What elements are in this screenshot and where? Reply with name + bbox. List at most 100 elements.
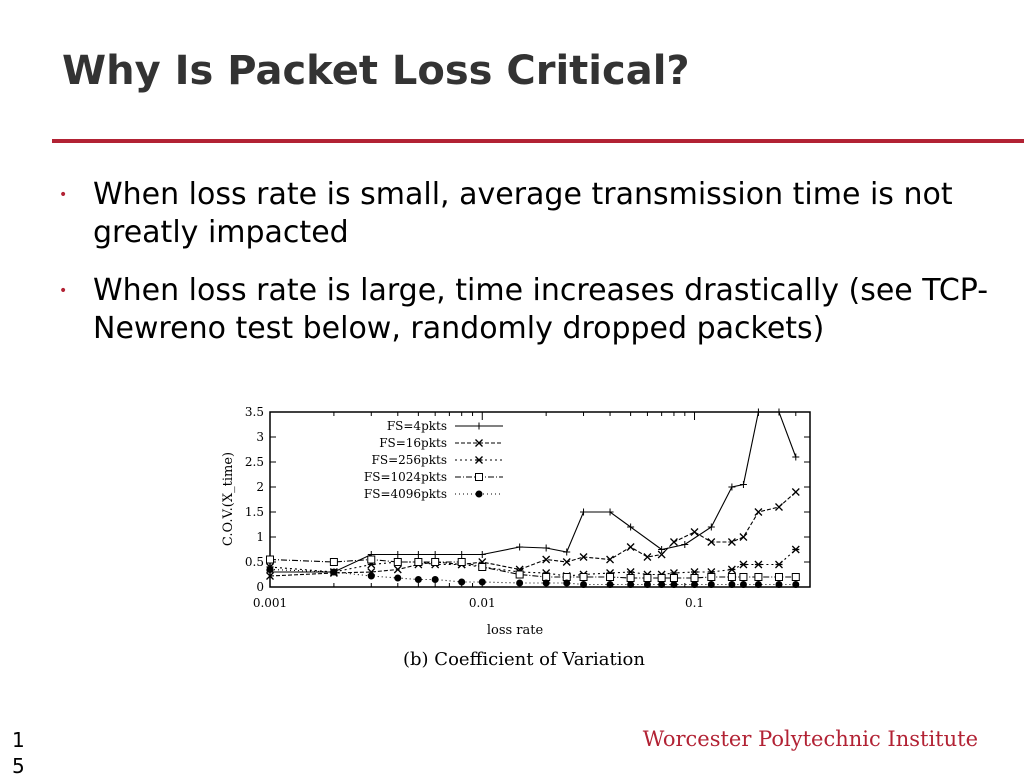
data-point [707, 523, 715, 531]
data-point [516, 543, 524, 551]
data-point [657, 574, 666, 582]
data-point [707, 581, 715, 588]
data-point [562, 558, 571, 566]
slide-title: Why Is Packet Loss Critical? [62, 48, 690, 94]
data-point [657, 550, 666, 559]
data-point [393, 565, 402, 574]
x-tick-label: 0.001 [253, 596, 287, 610]
data-point [670, 581, 678, 588]
data-point [579, 573, 588, 581]
y-tick-label: 1.5 [245, 505, 264, 519]
data-point [580, 508, 588, 516]
data-point [516, 579, 524, 587]
data-point [475, 456, 483, 464]
data-point [475, 490, 483, 498]
data-point [394, 574, 402, 582]
data-point [643, 553, 652, 561]
data-point [669, 574, 678, 582]
legend-entry: FS=4pkts [387, 419, 503, 433]
data-point [515, 570, 524, 579]
data-point [542, 544, 550, 552]
y-tick-label: 2.5 [245, 455, 264, 469]
chart-figure: 0 0.5 1 1.5 2 2.5 3 3.5 0.001 0.01 0.1 FS=4pkts FS=… [205, 402, 815, 677]
data-point [691, 581, 699, 588]
y-tick-label: 1 [256, 530, 264, 544]
y-tick-label: 0.5 [245, 555, 264, 569]
series-3 [266, 545, 800, 580]
series-line [270, 411, 797, 573]
bullet-item: • When loss rate is large, time increases… [56, 272, 996, 348]
data-point [774, 573, 783, 581]
footer-institution: Worcester Polytechnic Institute [642, 727, 978, 751]
data-point [754, 573, 763, 581]
data-point [542, 555, 551, 564]
data-point [457, 558, 466, 566]
data-point [775, 581, 783, 588]
data-point [478, 578, 486, 586]
data-point [458, 551, 466, 558]
data-point [627, 581, 635, 588]
data-point [739, 481, 747, 488]
series-line [269, 558, 796, 579]
x-tick-label: 0.01 [469, 596, 496, 610]
data-point [626, 543, 635, 551]
data-point [669, 538, 678, 546]
legend-entry: FS=16pkts [379, 436, 503, 450]
data-point [775, 408, 783, 416]
data-point [626, 574, 635, 582]
data-point [728, 581, 736, 588]
data-point [792, 581, 800, 588]
data-point [475, 422, 483, 430]
data-point [478, 551, 486, 558]
bullet-text: When loss rate is small, average transmi… [93, 177, 953, 250]
data-point [707, 538, 716, 546]
legend-label: FS=256pkts [372, 453, 447, 467]
cov-chart: 0 0.5 1 1.5 2 2.5 3 3.5 0.001 0.01 0.1 FS=4pkts FS=… [221, 405, 811, 670]
plot-frame [269, 411, 811, 588]
data-point [754, 508, 763, 516]
data-point [458, 578, 466, 586]
chart-caption: (b) Coefficient of Variation [403, 649, 645, 670]
legend-entry: FS=256pkts [372, 453, 503, 467]
data-point [727, 565, 736, 574]
data-point [542, 573, 551, 581]
data-point [478, 563, 487, 571]
data-point [643, 581, 651, 588]
data-point [754, 560, 763, 569]
data-point [643, 574, 652, 582]
legend-label: FS=16pkts [379, 436, 447, 450]
data-point [791, 545, 800, 554]
series-4 [266, 555, 800, 582]
data-point [475, 473, 483, 481]
data-point [754, 408, 762, 416]
data-point [414, 558, 423, 566]
data-point [431, 576, 439, 583]
slide-number: 15 [12, 728, 25, 778]
data-point [414, 551, 422, 558]
data-point [266, 572, 274, 580]
data-point [330, 568, 338, 576]
data-point [414, 576, 422, 583]
y-tick-label: 3 [256, 430, 264, 444]
data-point [792, 453, 800, 461]
data-point [739, 560, 748, 569]
data-point [690, 574, 699, 582]
data-point [580, 581, 588, 588]
y-tick-label: 2 [256, 480, 264, 494]
x-axis-label: loss rate [487, 623, 544, 638]
data-point [431, 551, 439, 558]
data-point [394, 551, 402, 558]
data-point [563, 548, 571, 556]
data-point [606, 581, 614, 588]
data-point [579, 553, 588, 561]
data-point [775, 503, 783, 511]
y-tick-label: 0 [256, 580, 264, 594]
data-point [606, 573, 615, 581]
data-point [266, 555, 274, 564]
data-point [707, 573, 716, 581]
legend-label: FS=4096pkts [364, 487, 447, 501]
series-line [269, 549, 797, 577]
bullet-item: • When loss rate is small, average transm… [56, 176, 996, 252]
title-divider [52, 139, 1024, 143]
data-point [606, 508, 614, 516]
